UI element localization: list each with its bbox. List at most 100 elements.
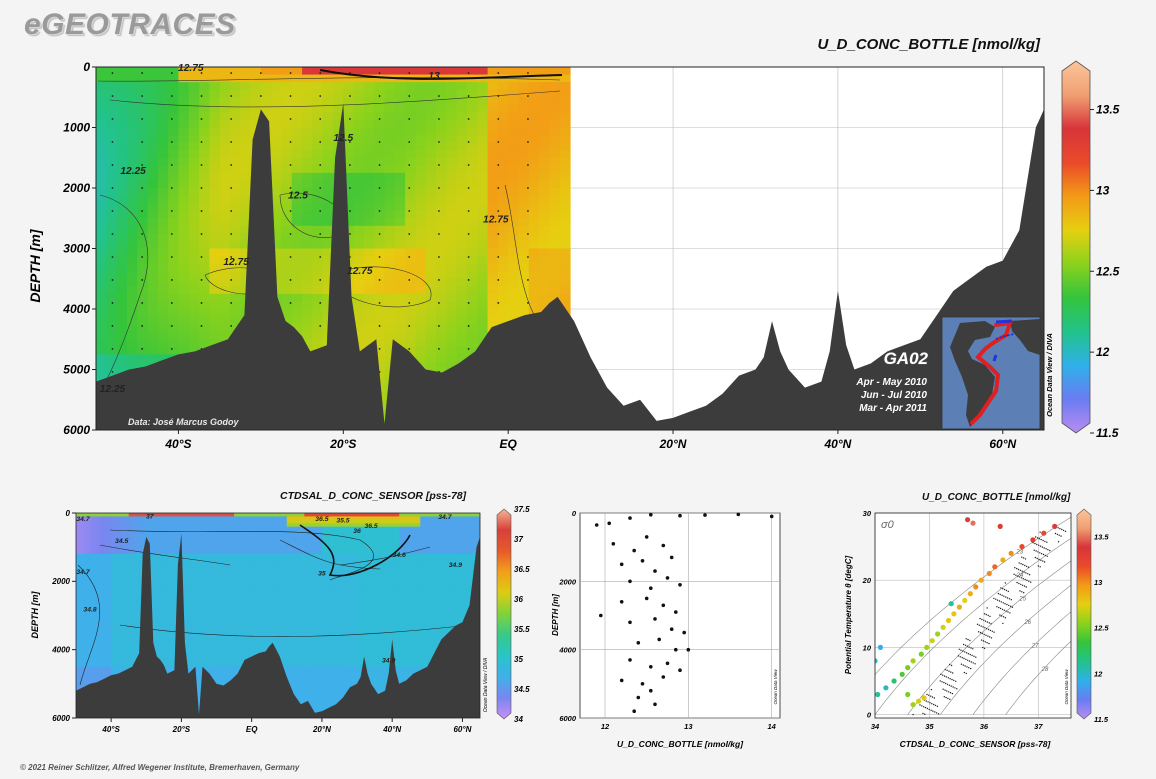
main-field-cell xyxy=(209,256,221,265)
sal-field-cell xyxy=(149,543,154,548)
main-field-cell xyxy=(477,195,489,204)
main-field-cell xyxy=(137,180,149,189)
sal-field-cell xyxy=(76,554,81,559)
sample-dot xyxy=(408,72,411,74)
main-field-cell xyxy=(425,135,437,144)
main-field-cell xyxy=(549,135,561,144)
sal-field-cell xyxy=(213,670,218,675)
sal-field-cell xyxy=(167,653,172,658)
sal-field-cell xyxy=(198,615,204,620)
sal-field-cell xyxy=(160,618,165,623)
main-field-cell xyxy=(96,89,107,98)
sample-dot xyxy=(378,348,381,350)
main-field-cell xyxy=(116,157,128,166)
main-field-cell xyxy=(405,316,417,325)
sample-dot xyxy=(497,279,500,281)
sal-field-cell xyxy=(135,584,140,589)
sal-field-cell xyxy=(104,513,109,518)
sal-field-cell xyxy=(111,577,116,582)
main-field-cell xyxy=(168,89,180,98)
main-field-cell xyxy=(178,225,190,234)
main-field-cell xyxy=(229,119,241,129)
sal-field-cell xyxy=(188,540,193,545)
main-field-cell xyxy=(405,271,417,280)
main-field-cell xyxy=(559,180,571,189)
sample-dot xyxy=(230,141,233,143)
main-field-cell xyxy=(178,188,190,197)
main-field-cell xyxy=(466,172,478,182)
sal-field-cell xyxy=(114,632,119,637)
sal-field-cell xyxy=(107,564,112,569)
sample-dot xyxy=(289,72,292,74)
main-field-cell xyxy=(157,248,169,257)
sal-field-cell xyxy=(216,646,221,651)
sal-field-cell xyxy=(86,601,91,606)
sal-field-cell xyxy=(198,557,204,562)
sal-field-cell xyxy=(100,595,105,600)
sal-field-cell xyxy=(83,571,88,576)
sample-dot xyxy=(141,141,144,143)
main-field-cell xyxy=(229,172,241,182)
sal-field-cell xyxy=(125,601,130,606)
sal-field-cell xyxy=(76,632,81,637)
sal-field-cell xyxy=(163,577,168,582)
sal-field-cell xyxy=(195,513,200,518)
sal-field-cell xyxy=(125,625,130,630)
sal-field-cell xyxy=(100,670,105,675)
main-field-cell xyxy=(106,165,118,174)
sal-field-cell xyxy=(107,622,112,627)
main-field-cell xyxy=(394,82,406,91)
main-field-cell xyxy=(425,339,437,348)
main-field-cell xyxy=(168,324,180,333)
main-field-cell xyxy=(116,142,128,151)
main-field-cell xyxy=(425,150,437,159)
main-field-cell xyxy=(415,271,427,280)
sal-field-cell xyxy=(83,639,88,644)
main-field-cell xyxy=(157,188,169,197)
main-field-cell xyxy=(96,203,107,212)
main-field-cell xyxy=(363,271,375,280)
sal-field-cell xyxy=(209,649,214,654)
sal-field-cell xyxy=(213,540,218,545)
main-field-cell xyxy=(219,203,231,212)
sal-field-cell xyxy=(135,618,140,623)
sal-field-cell xyxy=(205,560,211,565)
sal-field-cell xyxy=(107,581,112,586)
main-field-cell xyxy=(539,240,550,250)
sal-field-cell xyxy=(139,574,144,579)
sal-field-cell xyxy=(177,530,182,535)
sal-field-cell xyxy=(125,656,130,661)
sal-field-cell xyxy=(104,622,109,627)
sal-field-cell xyxy=(209,543,214,548)
sal-field-cell xyxy=(86,629,91,634)
main-field-cell xyxy=(281,157,293,166)
sal-field-cell xyxy=(205,519,211,524)
sal-field-cell xyxy=(118,608,123,613)
sal-field-cell xyxy=(213,516,218,521)
main-field-cell xyxy=(322,112,334,121)
main-field-cell xyxy=(436,263,447,272)
sal-field-cell xyxy=(118,526,123,531)
main-field-cell xyxy=(559,203,571,212)
sal-field-cell xyxy=(135,642,140,647)
main-field-cell xyxy=(322,271,334,280)
main-field-cell xyxy=(405,240,417,250)
sal-field-cell xyxy=(104,670,109,675)
main-field-cell xyxy=(497,263,509,272)
sal-field-cell xyxy=(132,571,137,576)
main-y-tick-label: 2000 xyxy=(62,181,90,195)
main-field-cell xyxy=(137,195,149,204)
sal-field-cell xyxy=(125,639,130,644)
main-field-cell xyxy=(539,119,550,129)
sample-dot xyxy=(497,141,500,143)
main-field-cell xyxy=(137,293,149,303)
sal-field-cell xyxy=(135,629,140,634)
main-field-cell xyxy=(157,324,169,333)
main-field-cell xyxy=(518,271,530,280)
sal-field-cell xyxy=(90,564,95,569)
sample-dot xyxy=(527,187,529,189)
main-field-cell xyxy=(549,97,561,106)
main-field-cell xyxy=(229,165,241,174)
sal-field-cell xyxy=(167,670,172,675)
main-field-cell xyxy=(147,218,159,227)
